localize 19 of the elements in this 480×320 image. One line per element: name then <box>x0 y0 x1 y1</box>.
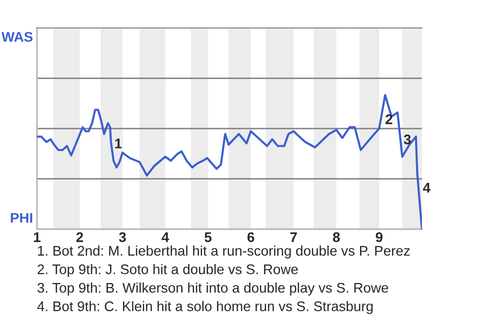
text: 2. Top 9th: J. Soto hit a double vs S. Rowe <box>38 264 298 277</box>
x-tick-label: 9 <box>376 232 382 242</box>
annotation: 2 <box>386 114 392 124</box>
annotation: 3 <box>404 134 411 144</box>
x-tick-label: 4 <box>162 232 170 242</box>
text: WAS <box>1 32 33 42</box>
x-tick-label: 7 <box>290 232 297 242</box>
text: 4. Bot 9th: C. Klein hit a solo home run vs S. Strasburg <box>37 301 373 314</box>
x-tick-label: 2 <box>76 232 84 242</box>
annotation: 1 <box>115 138 122 148</box>
x-tick-label: 5 <box>204 232 212 242</box>
x-tick-label: 8 <box>332 232 340 242</box>
text: 3. Top 9th: B. Wilkerson hit into a double play vs S. Rowe <box>37 282 388 296</box>
text: PHI <box>10 213 32 223</box>
annotation: 4 <box>422 182 430 192</box>
x-tick-label: 6 <box>247 232 254 242</box>
text: 1. Bot 2nd: M. Lieberthal hit a run-scoring double vs P. Perez <box>38 246 410 258</box>
x-tick-label: 1 <box>34 232 40 242</box>
x-tick-label: 3 <box>118 232 126 242</box>
